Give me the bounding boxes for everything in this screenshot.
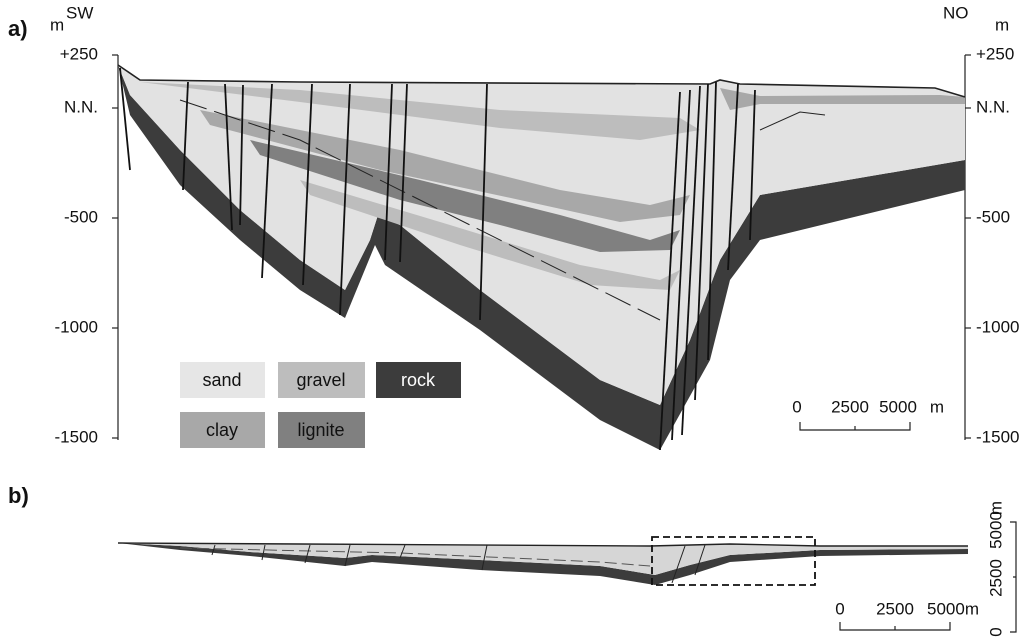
scale-bar: 0 2500 5000 m <box>792 397 944 430</box>
tick-label: -500 <box>976 207 1010 226</box>
right-axis <box>965 55 971 440</box>
scale-label: 5000m <box>927 599 979 618</box>
legend: sand gravel rock clay lignite <box>180 362 461 448</box>
tick-label: N.N. <box>976 97 1010 116</box>
tick-label: +250 <box>976 44 1014 63</box>
tick-label: -500 <box>64 207 98 226</box>
scale-label: 2500 <box>986 559 1005 597</box>
tick-label: -1500 <box>55 427 98 446</box>
left-axis <box>112 55 118 440</box>
figure: a) m SW NO m +250 N.N. -500 -1000 -1500 +250… <box>0 0 1032 639</box>
scale-label: m <box>930 397 944 416</box>
tick-label: -1000 <box>55 317 98 336</box>
tick-label: N.N. <box>64 97 98 116</box>
legend-label: lignite <box>297 420 344 440</box>
tick-label: -1000 <box>976 317 1019 336</box>
scale-label: 5000 <box>986 511 1005 549</box>
overview-section <box>118 537 968 585</box>
right-tick-labels: +250 N.N. -500 -1000 -1500 <box>976 44 1019 446</box>
tick-label: +250 <box>60 44 98 63</box>
tick-label: -1500 <box>976 427 1019 446</box>
scale-label: m <box>986 501 1005 515</box>
legend-label: clay <box>206 420 238 440</box>
scale-label: 0 <box>792 397 801 416</box>
panel-label: a) <box>8 16 28 41</box>
scale-label: 0 <box>986 627 1005 636</box>
scale-label: 5000 <box>879 397 917 416</box>
legend-label: gravel <box>296 370 345 390</box>
scale-label: 2500 <box>876 599 914 618</box>
legend-label: sand <box>202 370 241 390</box>
scale-label: 2500 <box>831 397 869 416</box>
side-label: SW <box>66 3 93 22</box>
panel-label: b) <box>8 483 29 508</box>
side-label: NO <box>943 3 969 22</box>
scale-label: 0 <box>835 599 844 618</box>
scale-bar: 0 2500 5000m 0 2500 5000 m <box>835 501 1016 637</box>
axis-unit: m <box>50 15 64 34</box>
axis-unit: m <box>995 15 1009 34</box>
legend-label: rock <box>401 370 436 390</box>
left-tick-labels: +250 N.N. -500 -1000 -1500 <box>55 44 98 446</box>
